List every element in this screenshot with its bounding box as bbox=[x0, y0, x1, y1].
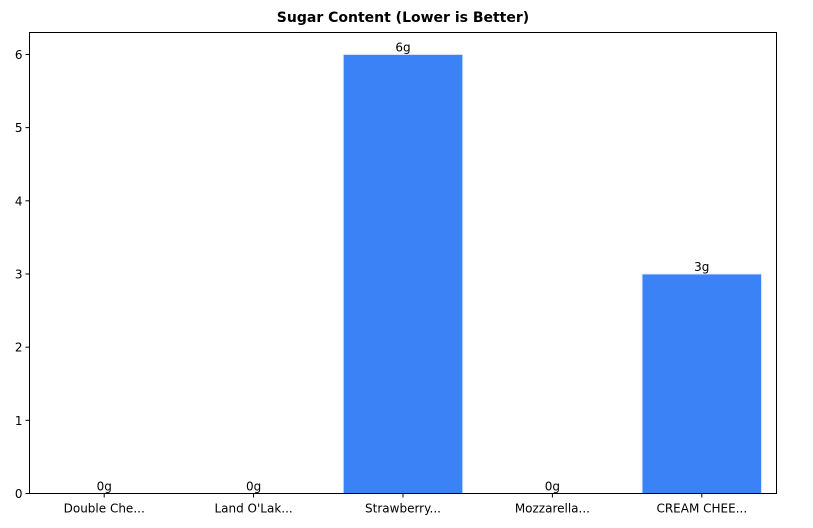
y-tick-label: 4 bbox=[15, 194, 23, 208]
y-tick-label: 3 bbox=[15, 267, 23, 281]
bars-group bbox=[342, 53, 763, 494]
bar-value-labels: 0g 0g 6g 0g 3g bbox=[97, 40, 710, 493]
x-tick-label: Double Che... bbox=[64, 502, 145, 516]
bar-value-label: 3g bbox=[694, 260, 709, 274]
x-tick-label: Mozzarella... bbox=[515, 502, 590, 516]
bar-value-label: 0g bbox=[97, 480, 112, 494]
y-tick-label: 5 bbox=[15, 121, 23, 135]
bar-value-label: 6g bbox=[395, 40, 410, 54]
x-tick-label: Land O'Lak... bbox=[214, 502, 292, 516]
y-tick-label: 0 bbox=[15, 487, 23, 501]
bar-value-label: 0g bbox=[246, 480, 261, 494]
bar bbox=[641, 273, 763, 494]
x-tick-label: CREAM CHEE... bbox=[656, 502, 747, 516]
x-axis: Double Che... Land O'Lak... Strawberry... M… bbox=[64, 493, 747, 516]
chart-title: Sugar Content (Lower is Better) bbox=[277, 10, 529, 26]
y-axis: 0 1 2 3 4 5 6 bbox=[15, 48, 30, 501]
bar bbox=[342, 53, 464, 494]
axes-frame bbox=[29, 32, 777, 494]
y-tick-label: 2 bbox=[15, 341, 23, 355]
x-tick-label: Strawberry... bbox=[365, 502, 441, 516]
y-tick-label: 6 bbox=[15, 48, 23, 62]
y-tick-label: 1 bbox=[15, 414, 23, 428]
bar-value-label: 0g bbox=[545, 480, 560, 494]
